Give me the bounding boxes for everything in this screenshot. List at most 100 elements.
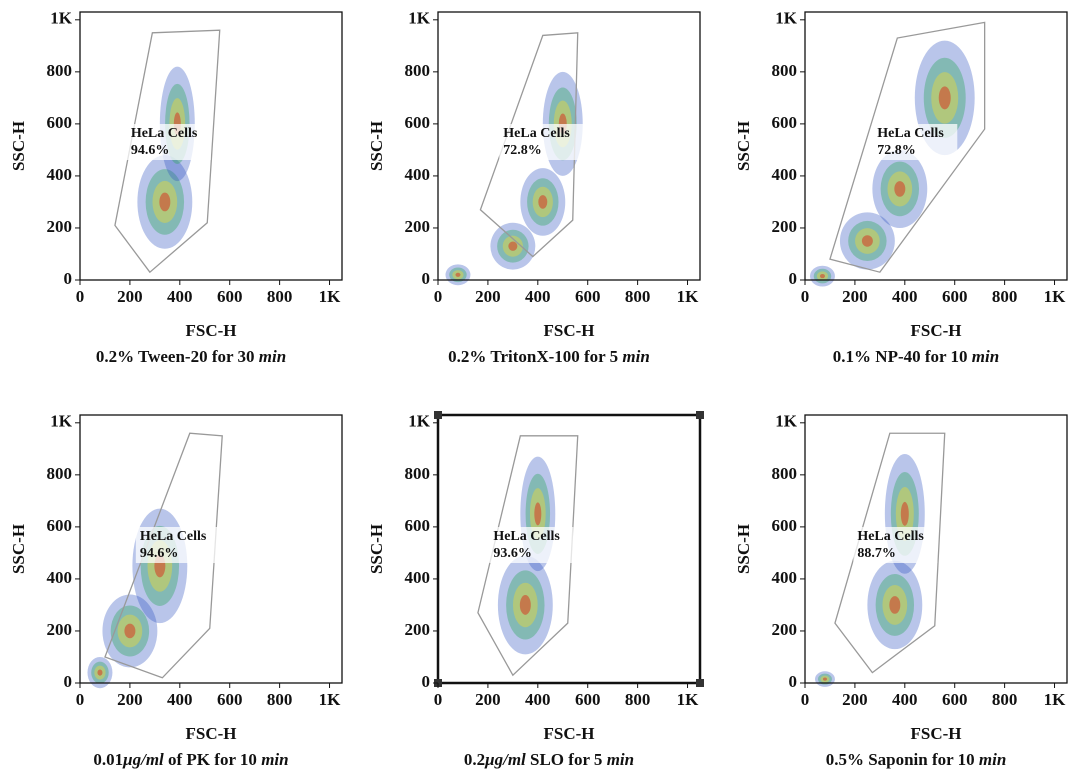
caption: 0.2% Tween-20 for 30 min	[96, 347, 286, 366]
y-tick-label: 0	[64, 672, 73, 691]
y-tick-label: 1K	[50, 412, 73, 431]
gate	[834, 432, 946, 674]
caption: 0.01μg/ml of PK for 10 min	[93, 750, 288, 769]
x-tick-label: 800	[992, 690, 1018, 709]
y-tick-label: 800	[405, 464, 431, 483]
gate-label-bg	[499, 124, 584, 160]
density-cluster	[97, 669, 103, 676]
x-tick-label: 800	[267, 287, 293, 306]
x-tick-label: 600	[575, 287, 601, 306]
x-tick-label: 400	[892, 690, 918, 709]
density-cluster	[159, 192, 171, 212]
panel: HeLa Cells 94.6% 0 200 400 600 800 1K 0 200 400 600…	[9, 9, 343, 366]
gate-percent: 72.8%	[503, 143, 542, 158]
caption-part: min	[259, 347, 286, 366]
caption-part: min	[979, 750, 1006, 769]
density-cluster	[900, 501, 909, 526]
y-tick-label: 800	[772, 61, 798, 80]
density-cluster	[938, 86, 951, 110]
x-tick-label: 800	[625, 690, 651, 709]
y-axis-label: SSC-H	[367, 524, 386, 574]
x-tick-label: 0	[76, 690, 85, 709]
x-tick-label: 200	[475, 287, 501, 306]
x-tick-label: 800	[625, 287, 651, 306]
frame-handle	[696, 411, 704, 419]
x-tick-label: 400	[525, 690, 551, 709]
x-axis-label: FSC-H	[186, 321, 237, 340]
gate-label-bg	[873, 124, 958, 160]
y-tick-label: 600	[772, 516, 798, 535]
x-tick-label: 0	[76, 287, 85, 306]
density-cluster	[534, 502, 542, 526]
caption-part: 0.01	[93, 750, 123, 769]
x-tick-label: 800	[992, 287, 1018, 306]
caption: 0.2μg/ml SLO for 5 min	[464, 750, 634, 769]
caption-part: 0.2	[464, 750, 485, 769]
density-cluster	[538, 195, 548, 209]
y-tick-label: 200	[47, 620, 73, 639]
y-tick-label: 1K	[408, 9, 431, 28]
plot-frame	[804, 414, 1068, 684]
y-axis-label: SSC-H	[9, 121, 28, 171]
caption-part: min	[972, 347, 999, 366]
x-tick-label: 400	[167, 690, 193, 709]
y-axis-label: SSC-H	[367, 121, 386, 171]
x-tick-label: 200	[117, 690, 143, 709]
y-tick-label: 400	[405, 568, 431, 587]
gate	[477, 435, 579, 677]
panel: HeLa Cells 72.8% 0 200 400 600 800 1K 0 200 400 600…	[367, 9, 701, 366]
x-tick-label: 200	[842, 690, 868, 709]
plot-frame	[804, 11, 1068, 281]
caption-part: of PK for 10	[164, 750, 261, 769]
x-tick-label: 600	[942, 287, 968, 306]
density-cluster	[124, 623, 136, 639]
panel: HeLa Cells 88.7% 0 200 400 600 800 1K 0 200 400 600…	[734, 412, 1068, 769]
gate-percent: 94.6%	[131, 143, 170, 158]
y-tick-label: 0	[789, 672, 798, 691]
gate-percent: 88.7%	[857, 546, 896, 561]
y-tick-label: 400	[47, 568, 73, 587]
frame-handle	[434, 411, 442, 419]
gate-name: HeLa Cells	[877, 126, 944, 141]
density-cluster	[889, 596, 901, 614]
gate-name: HeLa Cells	[503, 126, 570, 141]
x-tick-label: 600	[575, 690, 601, 709]
y-tick-label: 200	[405, 217, 431, 236]
y-tick-label: 600	[772, 113, 798, 132]
plot-frame	[79, 11, 343, 281]
caption: 0.2% TritonX-100 for 5 min	[448, 347, 650, 366]
gate-label-bg	[126, 124, 211, 160]
gate-name: HeLa Cells	[857, 529, 924, 544]
plot-frame	[437, 11, 701, 281]
x-tick-label: 0	[434, 287, 443, 306]
density-cluster	[822, 677, 827, 681]
x-tick-label: 400	[892, 287, 918, 306]
x-tick-label: 600	[217, 287, 243, 306]
y-axis-label: SSC-H	[9, 524, 28, 574]
x-tick-label: 1K	[319, 287, 342, 306]
y-tick-label: 0	[422, 269, 431, 288]
x-tick-label: 200	[842, 287, 868, 306]
caption-part: 0.5% Saponin for 10	[826, 750, 979, 769]
x-tick-label: 400	[167, 287, 193, 306]
caption: 0.1% NP-40 for 10 min	[833, 347, 999, 366]
y-tick-label: 0	[789, 269, 798, 288]
gate-percent: 94.6%	[140, 546, 179, 561]
plot-frame	[79, 414, 343, 684]
density-cluster	[508, 241, 518, 251]
y-tick-label: 0	[422, 672, 431, 691]
caption-part: 0.2% Tween-20 for 30	[96, 347, 259, 366]
x-tick-label: 0	[801, 287, 810, 306]
x-tick-label: 1K	[677, 287, 700, 306]
y-tick-label: 200	[47, 217, 73, 236]
x-tick-label: 1K	[1044, 690, 1067, 709]
y-axis-label: SSC-H	[734, 524, 753, 574]
y-tick-label: 200	[772, 217, 798, 236]
gate-percent: 72.8%	[877, 143, 916, 158]
gate-name: HeLa Cells	[493, 529, 560, 544]
y-tick-label: 800	[47, 61, 73, 80]
y-tick-label: 400	[772, 568, 798, 587]
y-tick-label: 1K	[50, 9, 73, 28]
panel: HeLa Cells 72.8% 0 200 400 600 800 1K 0 200 400 600…	[734, 9, 1068, 366]
